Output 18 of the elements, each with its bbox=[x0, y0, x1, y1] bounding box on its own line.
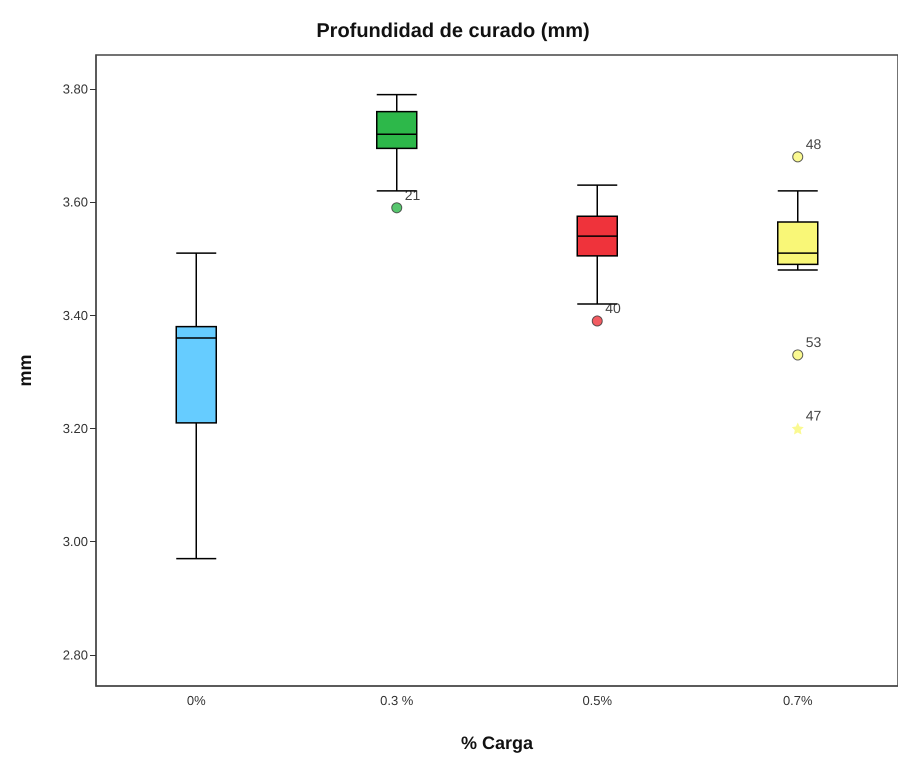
y-tick-label: 3.40 bbox=[62, 308, 88, 323]
y-axis-title: mm bbox=[15, 354, 35, 387]
y-tick-label: 3.00 bbox=[62, 534, 88, 550]
x-axis-title: % Carga bbox=[460, 733, 534, 753]
x-tick-label: 0% bbox=[186, 693, 206, 708]
y-tick-label: 3.80 bbox=[62, 81, 88, 96]
y-tick-label: 3.60 bbox=[62, 194, 88, 210]
annotation: 21 bbox=[404, 186, 421, 203]
y-tick-label: 2.80 bbox=[62, 647, 88, 662]
chart-title: Profundidad de curado (mm) bbox=[316, 20, 590, 42]
x-tick-label: 0.5% bbox=[582, 693, 612, 708]
annotation: 48 bbox=[806, 136, 822, 152]
x-tick-label: 0.7% bbox=[782, 693, 813, 708]
annotation: 53 bbox=[806, 334, 822, 350]
annotation: 40 bbox=[605, 300, 622, 316]
y-tick-label: 3.20 bbox=[62, 421, 88, 436]
x-tick-label: 0.3 % bbox=[380, 693, 414, 708]
annotation: 47 bbox=[806, 408, 822, 424]
